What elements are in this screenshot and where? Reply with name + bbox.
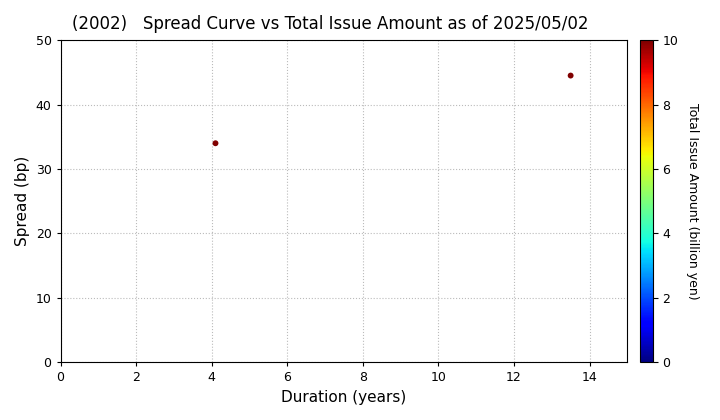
Y-axis label: Spread (bp): Spread (bp) bbox=[15, 156, 30, 247]
Point bbox=[210, 140, 221, 147]
Text: (2002)   Spread Curve vs Total Issue Amount as of 2025/05/02: (2002) Spread Curve vs Total Issue Amoun… bbox=[72, 15, 588, 33]
Point bbox=[565, 72, 577, 79]
X-axis label: Duration (years): Duration (years) bbox=[282, 390, 407, 405]
Y-axis label: Total Issue Amount (billion yen): Total Issue Amount (billion yen) bbox=[686, 103, 699, 299]
